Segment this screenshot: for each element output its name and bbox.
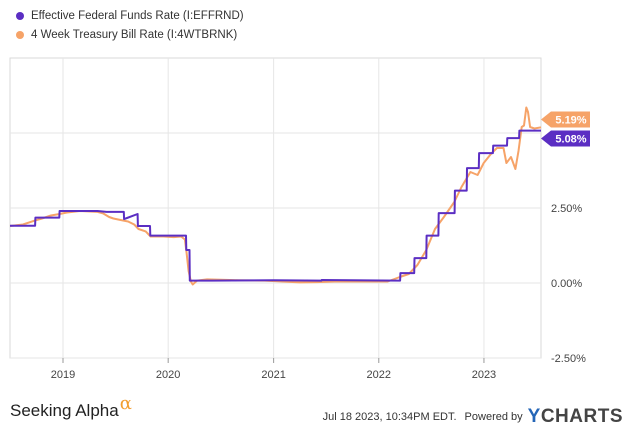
end-value-labels: 5.19% 5.08% xyxy=(541,111,590,147)
x-tick-labels: 2019 2020 2021 2022 2023 xyxy=(51,369,496,381)
end-label-effr: 5.08% xyxy=(541,130,590,147)
legend-label-tbill: 4 Week Treasury Bill Rate (I:4WTBRNK) xyxy=(31,28,238,41)
chart-timestamp: Jul 18 2023, 10:34PM EDT. xyxy=(322,411,457,423)
footer-attribution: Jul 18 2023, 10:34PM EDT. Powered by YCH… xyxy=(323,406,623,428)
powered-by-label: Powered by xyxy=(464,411,523,423)
y-tick-labels: 2.50% 0.00% -2.50% xyxy=(551,203,586,365)
x-tick-label: 2019 xyxy=(51,369,75,381)
legend-swatch-tbill xyxy=(16,30,24,39)
y-tick-label: -2.50% xyxy=(551,353,586,365)
brand-name: Seeking Alpha xyxy=(10,401,119,420)
legend-item-effr[interactable]: Effective Federal Funds Rate (I:EFFRND) xyxy=(6,6,244,25)
ycharts-logo-y: Y xyxy=(527,406,541,427)
x-gridlines xyxy=(62,58,485,363)
series-line-tbill[interactable] xyxy=(9,106,542,286)
series-line-effr[interactable] xyxy=(10,129,541,282)
alpha-symbol: α xyxy=(119,393,132,414)
x-tick-label: 2022 xyxy=(367,369,391,381)
y-tick-label: 2.50% xyxy=(551,203,582,215)
series-layer xyxy=(9,106,542,286)
x-tick-label: 2020 xyxy=(156,369,180,381)
y-tick-label: 0.00% xyxy=(551,278,582,290)
svg-text:5.08%: 5.08% xyxy=(555,133,586,145)
legend-swatch-effr xyxy=(16,11,24,20)
chart-legend: Effective Federal Funds Rate (I:EFFRND) … xyxy=(6,6,244,44)
svg-text:5.19%: 5.19% xyxy=(555,114,586,126)
legend-item-tbill[interactable]: 4 Week Treasury Bill Rate (I:4WTBRNK) xyxy=(6,25,244,44)
ycharts-logo-text: CHARTS xyxy=(540,406,623,427)
x-tick-label: 2021 xyxy=(261,369,285,381)
ycharts-logo[interactable]: YCHARTS xyxy=(528,406,623,428)
end-label-tbill: 5.19% xyxy=(541,111,590,128)
x-tick-label: 2023 xyxy=(472,369,496,381)
seeking-alpha-logo[interactable]: Seeking Alphaα xyxy=(10,393,132,421)
legend-label-effr: Effective Federal Funds Rate (I:EFFRND) xyxy=(31,9,244,22)
y-gridlines xyxy=(10,132,541,359)
